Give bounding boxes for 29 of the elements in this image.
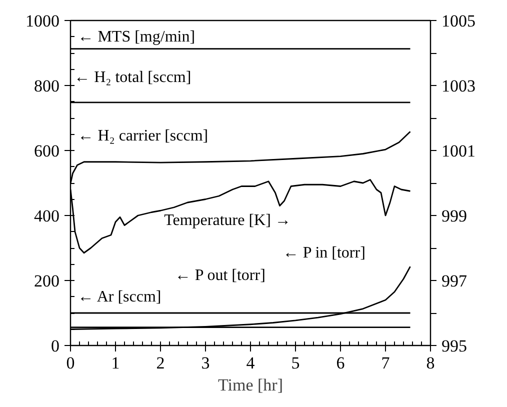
x-tick-label: 3 [201,354,210,372]
x-tick-label: 4 [246,354,256,372]
y-tick-label: 400 [34,206,60,226]
annotation: ← H₂ carrier [sccm] [78,127,208,144]
y2-tick-label: 1001 [442,142,476,160]
annotation: ← Ar [sccm] [78,288,162,306]
y2-tick-label: 997 [442,272,468,290]
x-tick-label: 7 [381,354,390,372]
annotation: ← P in [torr] [282,244,366,262]
x-tick-label: 0 [66,354,75,372]
y2-tick-label: 1003 [442,76,476,96]
y2-tick-label: 995 [442,336,467,356]
y2-tick-label: 999 [442,206,467,226]
x-tick-label: 8 [426,354,435,372]
y-tick-label: 1000 [26,12,60,30]
y2-tick-label: 1005 [442,12,476,30]
x-axis-title: Time [hr] [218,376,284,394]
x-tick-label: 5 [291,354,300,372]
annotation: ← MTS [mg/min] [78,28,196,46]
x-tick-label: 1 [111,354,120,372]
annotation: Temperature [K] → [164,212,291,229]
annotation: ← P out [torr] [174,267,266,284]
y-tick-label: 600 [34,142,60,160]
x-tick-label: 6 [336,354,345,372]
y-tick-label: 800 [34,76,60,96]
annotation: ← H₂ total [sccm] [74,68,192,86]
x-tick-label: 2 [156,354,165,372]
y-tick-label: 200 [34,272,60,290]
y-tick-label: 0 [51,336,60,356]
